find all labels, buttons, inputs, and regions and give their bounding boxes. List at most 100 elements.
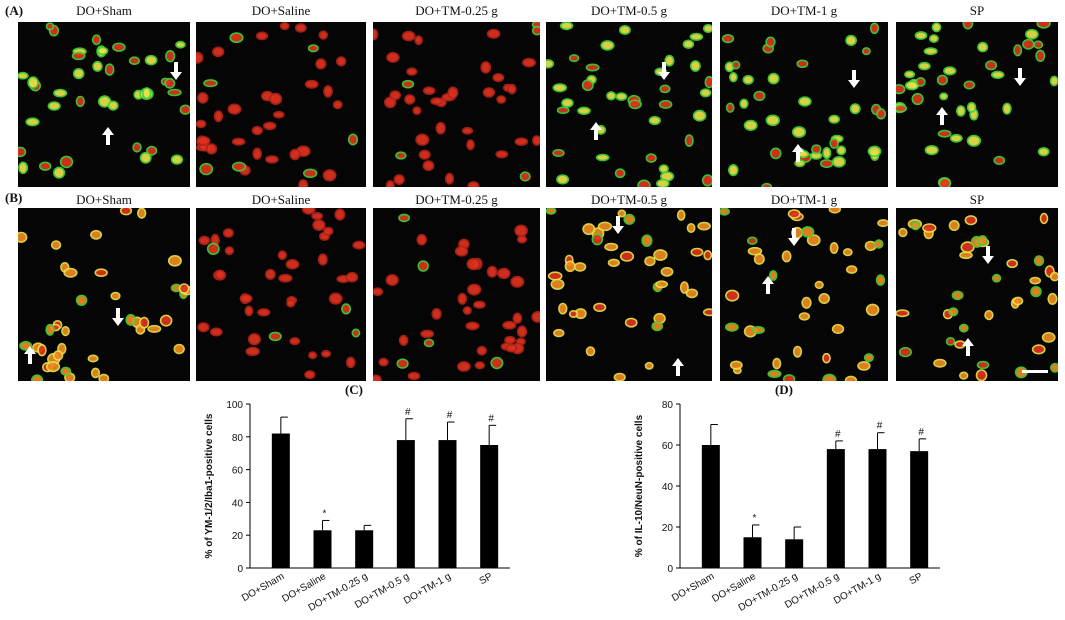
micrograph-title: DO+TM-0.5 g [591, 192, 667, 207]
cell-mark [904, 70, 916, 79]
bar-chart-c: (C) 0 20 40 60 80 100 % of YM-1/2/Iba1-positive… [190, 380, 530, 618]
cell-mark [416, 233, 428, 246]
cell-mark [931, 22, 942, 33]
cell-mark [829, 137, 839, 149]
cell-mark [922, 223, 937, 233]
cell-mark [227, 103, 242, 115]
significance-marker: * [323, 508, 327, 519]
y-tick-label: 80 [232, 433, 244, 444]
cell-mark [728, 164, 739, 177]
cell-mark [949, 133, 963, 143]
cell-mark [247, 332, 261, 346]
y-tick-label: 100 [226, 400, 243, 411]
cell-mark [351, 328, 361, 338]
bar-chart-d: (D) 0 20 40 60 80 % of IL-10/NeuN-positive cel… [620, 380, 960, 618]
cell-mark [474, 361, 486, 370]
cell-mark [167, 88, 182, 97]
cell-mark [418, 149, 431, 160]
cell-mark [141, 87, 152, 100]
cell-mark [990, 70, 1005, 79]
cell-mark [939, 92, 949, 101]
y-tick-label: 20 [662, 523, 674, 534]
cell-mark [308, 351, 318, 360]
micrograph-panel: DO+Saline [196, 3, 366, 187]
y-tick-label: 0 [667, 564, 673, 575]
cell-mark [628, 99, 642, 110]
cell-mark [214, 269, 226, 280]
cell-mark [454, 245, 469, 257]
cell-mark [725, 102, 735, 113]
cell-mark [482, 87, 496, 98]
cell-mark [1022, 38, 1035, 50]
cell-mark [822, 373, 837, 381]
cell-mark [614, 168, 626, 179]
cell-mark [398, 213, 410, 223]
cell-mark [818, 293, 830, 305]
cell-mark [252, 147, 263, 160]
cell-mark [94, 268, 108, 277]
cell-mark [1024, 28, 1039, 40]
micrograph-panel: DO+Saline [196, 192, 366, 381]
cell-mark [197, 322, 210, 333]
x-tick-label: DO+Sham [670, 571, 716, 604]
micrograph-panel: DO+TM-0.5 g [546, 3, 712, 187]
cell-mark [958, 371, 969, 380]
cell-mark [87, 354, 99, 363]
cell-mark [867, 145, 882, 158]
cell-mark [822, 146, 832, 160]
cell-mark [573, 262, 587, 272]
bar [438, 440, 457, 568]
micrograph-title: DO+Saline [251, 192, 311, 207]
cell-mark [323, 226, 334, 236]
cell-mark [497, 267, 511, 280]
cell-mark [937, 129, 952, 138]
cell-mark [231, 137, 246, 146]
cell-mark [75, 294, 88, 307]
significance-marker: # [405, 407, 411, 418]
y-tick-label: 20 [232, 531, 244, 542]
cell-mark [928, 34, 939, 43]
cell-mark [769, 147, 782, 160]
cell-mark [50, 240, 62, 250]
cell-mark [568, 310, 579, 319]
micrograph-title: DO+Sham [76, 3, 132, 18]
cell-mark [47, 101, 61, 111]
cell-mark [91, 34, 102, 46]
x-tick-label: DO+Sham [240, 571, 286, 604]
cell-mark [97, 46, 109, 56]
cell-mark [415, 133, 430, 146]
cell-mark [159, 314, 173, 327]
cell-mark [209, 327, 223, 337]
cell-mark [600, 40, 615, 51]
cell-mark [18, 146, 27, 158]
cell-mark [414, 35, 423, 46]
cell-mark [269, 92, 283, 106]
cell-mark [876, 108, 887, 120]
cell-mark [422, 160, 435, 172]
arrow-down-icon [982, 246, 994, 264]
cell-mark [318, 30, 329, 40]
chart-panel-label: (C) [345, 382, 363, 397]
cell-mark [1031, 344, 1046, 355]
cell-mark [800, 226, 815, 238]
cell-mark [659, 84, 671, 94]
cell-mark [401, 30, 416, 42]
cell-mark [765, 36, 776, 48]
cell-mark [644, 256, 656, 267]
cell-mark [373, 287, 384, 296]
cell-mark [345, 271, 359, 283]
cell-mark [39, 161, 52, 171]
cell-mark [962, 22, 974, 30]
cell-mark [747, 246, 763, 256]
cell-mark [514, 137, 529, 146]
cell-mark [1047, 292, 1058, 305]
cell-mark [516, 234, 528, 244]
bar [480, 445, 499, 568]
cell-mark [492, 72, 505, 83]
arrow-down-icon [612, 216, 624, 234]
cell-mark [486, 265, 498, 278]
cell-mark [945, 336, 956, 346]
cell-mark [198, 235, 211, 246]
cell-mark [819, 159, 834, 169]
cell-mark [552, 83, 568, 93]
